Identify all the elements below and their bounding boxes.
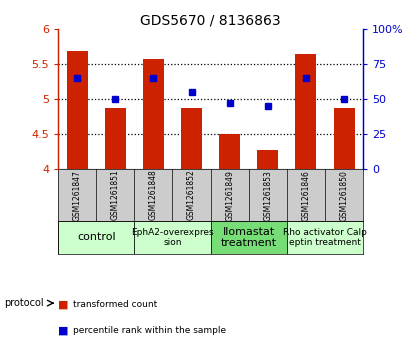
Text: ■: ■ (58, 300, 68, 310)
Bar (334, 108, 354, 169)
Text: GSM1261851: GSM1261851 (111, 170, 120, 220)
Text: GSM1261850: GSM1261850 (339, 170, 349, 220)
Bar (134, 221, 210, 254)
Text: GSM1261852: GSM1261852 (187, 170, 196, 220)
Text: control: control (77, 232, 115, 242)
Text: GSM1261848: GSM1261848 (149, 170, 158, 220)
Text: Rho activator Calp
eptin treatment: Rho activator Calp eptin treatment (283, 228, 367, 247)
Text: transformed count: transformed count (73, 301, 157, 309)
Text: ■: ■ (58, 325, 68, 335)
Text: Ilomastat
treatment: Ilomastat treatment (221, 227, 277, 248)
Bar (105, 108, 126, 169)
Bar (67, 52, 88, 169)
Bar (257, 150, 278, 169)
Text: EphA2-overexpres
sion: EphA2-overexpres sion (131, 228, 214, 247)
Bar (210, 221, 287, 254)
Text: GSM1261849: GSM1261849 (225, 170, 234, 220)
Text: GSM1261846: GSM1261846 (301, 170, 310, 220)
Bar (143, 59, 164, 169)
Bar (219, 134, 240, 169)
Bar (287, 221, 363, 254)
Bar (181, 108, 202, 169)
Text: percentile rank within the sample: percentile rank within the sample (73, 326, 226, 335)
Text: GSM1261847: GSM1261847 (73, 170, 82, 220)
Bar (58, 221, 134, 254)
Text: GSM1261853: GSM1261853 (263, 170, 272, 220)
Title: GDS5670 / 8136863: GDS5670 / 8136863 (140, 14, 281, 28)
Text: protocol: protocol (4, 298, 44, 308)
Bar (295, 54, 316, 169)
